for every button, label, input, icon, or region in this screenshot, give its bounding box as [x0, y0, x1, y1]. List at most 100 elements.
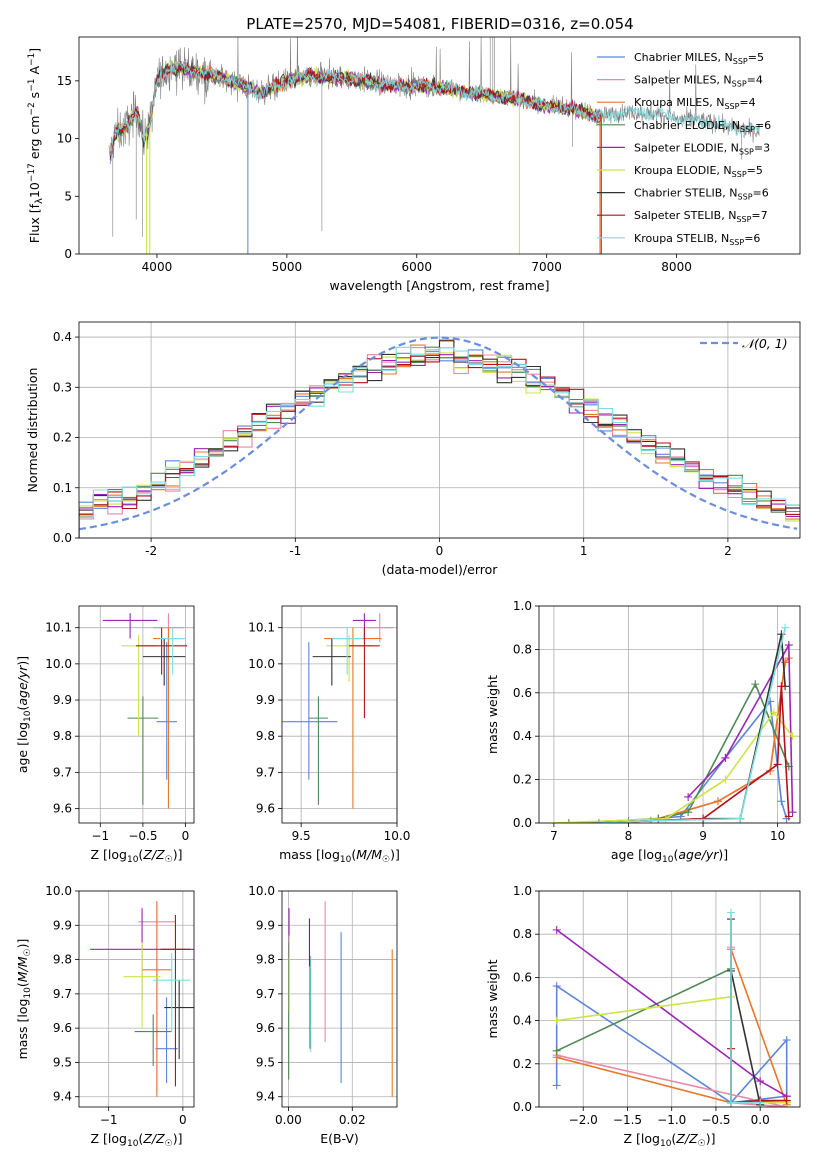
- weight_vs_Z-xlabel-part: Z/Z: [675, 1131, 698, 1146]
- errorbar-salpeter-elodie: [102, 613, 158, 639]
- weight-vs-age-marker: [699, 814, 708, 823]
- weight-vs-z-marker: [552, 982, 561, 991]
- residuals-ylabel-part: Normed distribution: [25, 368, 40, 493]
- legend-label-n: =6: [755, 119, 771, 132]
- weight-vs-age-marker: [773, 760, 782, 769]
- weight_vs_age-xlabel-part: age [log: [611, 847, 662, 862]
- legend-label-text: Kroupa MILES, N: [634, 96, 724, 109]
- weight-vs-age-marker: [777, 797, 786, 806]
- legend-label-sub: SSP: [724, 102, 739, 111]
- legend-label-salpeter-miles: Salpeter MILES, NSSP=4: [634, 74, 763, 89]
- legend-label-n: =3: [754, 141, 770, 154]
- age_vs_Z-xtick-label: −1: [91, 829, 109, 843]
- weight_vs_Z-axes: −2.0 −1.5 −1.0 −0.5 0.0 0.0 0.2 0.4 0.6 0.8 1.0 Z […: [485, 884, 801, 1149]
- figure-title: PLATE=2570, MJD=54081, FIBERID=0316, z=0…: [246, 15, 633, 33]
- weight-vs-z-marker: [726, 1098, 735, 1107]
- legend-label-n: =4: [739, 96, 755, 109]
- weight-vs-age-marker: [684, 792, 693, 801]
- mass_vs_Z-plot-area: [90, 901, 194, 1097]
- mass_vs_Z-frame: [78, 890, 195, 1108]
- weight-vs-age-series-chabrier-miles: [628, 699, 788, 822]
- spectrum-xtick-label: 6000: [401, 260, 432, 274]
- weight_vs_Z-plot-area: [552, 908, 791, 1107]
- legend-label-sub: SSP: [732, 170, 747, 179]
- errorbar-kroupa-elodie: [326, 634, 373, 682]
- spectrum-ylabel-part: ]: [27, 48, 42, 53]
- age_vs_mass-xlabel-part: mass [log: [279, 847, 340, 862]
- weight-vs-age-series-chabrier-stelib: [598, 634, 786, 823]
- weight-vs-age-marker: [781, 623, 790, 632]
- residuals-plot-area: [79, 336, 800, 538]
- weight_vs_Z-ytick-label: 0.8: [513, 927, 532, 941]
- legend-label-kroupa-miles: Kroupa MILES, NSSP=4: [634, 96, 756, 111]
- weight_vs_age-frame: [538, 605, 801, 824]
- errorbar-chabrier-miles: [282, 642, 338, 780]
- age_vs_Z-xlabel-part: )]: [173, 847, 183, 862]
- errorbar-chabrier-stelib: [142, 638, 186, 686]
- age_vs_mass-ytick-label: 9.7: [256, 765, 275, 779]
- weight_vs_Z-xlabel-part: )]: [706, 1131, 716, 1146]
- weight_vs_age-ylabel-part: mass weight: [485, 675, 500, 754]
- weight_vs_Z-xlabel: Z [log10(Z/Z☉)]: [624, 1131, 716, 1149]
- mass_vs_Z-ytick-label: 9.5: [53, 1055, 72, 1069]
- spectrum-ylabel-part: −17: [27, 163, 37, 182]
- weight_vs_age-ytick-label: 0.2: [513, 773, 532, 787]
- mass_vs_Z-ytick-label: 9.9: [53, 918, 72, 932]
- weight-vs-age-marker: [549, 819, 558, 823]
- weight-vs-age-marker: [721, 775, 730, 784]
- mass_vs_Z-xlabel-part: 10: [127, 1139, 139, 1149]
- errorbar-chabrier-stelib: [164, 980, 194, 1059]
- residuals-xtick-label: 1: [580, 544, 588, 558]
- weight_vs_age-xtick-label: 8: [625, 829, 633, 843]
- mass_vs_EBV-axes: 0.00 0.02 9.4 9.5 9.6 9.7 9.8 9.9 10.0 E(B-V): [248, 884, 398, 1146]
- errorbar-kroupa-miles: [142, 901, 172, 1097]
- errorbar-chabrier-miles: [155, 997, 178, 1083]
- legend-label-n: =6: [744, 232, 760, 245]
- weight_vs_Z-xtick-label: −0.5: [701, 1113, 730, 1127]
- age_vs_Z-xlabel-part: (: [138, 847, 143, 862]
- age_vs_Z-ytick-label: 9.8: [53, 729, 72, 743]
- age_vs_Z-ytick-label: 10.1: [45, 621, 72, 635]
- spectrum-ylabel-part: s: [27, 92, 42, 103]
- legend-label-text: Kroupa STELIB, N: [634, 232, 729, 245]
- mass_vs_Z-ytick-label: 9.8: [53, 953, 72, 967]
- mass_vs_Z-ylabel-part: 10: [23, 987, 33, 999]
- age_vs_mass-frame: [281, 605, 398, 824]
- age_vs_mass-ytick-label: 10.0: [248, 657, 275, 671]
- weight_vs_age-ytick-label: 0.0: [513, 816, 532, 830]
- age_vs_Z-ylabel-part: (: [15, 706, 30, 711]
- weight-vs-z-marker: [782, 1036, 791, 1045]
- weight_vs_age-xlabel-part: (: [673, 847, 678, 862]
- weight_vs_Z-xtick-label: −1.0: [657, 1113, 686, 1127]
- mass_vs_Z-ytick-label: 10.0: [45, 884, 72, 898]
- mass_vs_Z-xlabel-part: )]: [173, 1131, 183, 1146]
- weight-vs-age-marker: [646, 816, 655, 823]
- weight-vs-z-marker: [756, 1077, 765, 1086]
- spectrum-xtick-label: 7000: [531, 260, 562, 274]
- age_vs_Z-xtick-label: 0: [182, 829, 190, 843]
- weight-vs-age-series-kroupa-stelib: [598, 627, 786, 823]
- age_vs_Z-ytick-label: 9.6: [53, 802, 72, 816]
- residuals-ylabel: Normed distribution: [25, 368, 40, 493]
- legend-label-n: =6: [753, 187, 769, 200]
- mass_vs_EBV-ytick-label: 9.7: [256, 987, 275, 1001]
- weight-vs-z-marker: [552, 1046, 561, 1055]
- residuals-axes: -2 -1 0 1 2 0.0 0.1 0.2 0.3 0.4 (data-model)/error…: [25, 321, 801, 577]
- spectrum-axes: 4000 5000 6000 7000 8000 0 5 10 15 wavelength [An…: [27, 36, 801, 293]
- residuals-xlabel-part: (data-model)/error: [382, 562, 499, 577]
- age_vs_Z-xlabel-part: 10: [127, 855, 139, 865]
- weight-vs-age-marker: [788, 808, 797, 817]
- mass_vs_Z-xlabel-part: ☉: [165, 1139, 173, 1149]
- weight_vs_Z-ylabel-part: mass weight: [485, 959, 500, 1038]
- age_vs_mass-ytick-label: 10.1: [248, 621, 275, 635]
- weight_vs_age-xlabel-part: age/yr: [678, 847, 719, 862]
- errorbar-salpeter-stelib: [136, 627, 188, 675]
- legend-label-text: Salpeter STELIB, N: [634, 209, 736, 222]
- mass_vs_Z-xlabel-part: Z/Z: [142, 1131, 165, 1146]
- mass_vs_Z-ylabel-part: )]: [15, 939, 30, 949]
- legend-label-salpeter-stelib: Salpeter STELIB, NSSP=7: [634, 209, 768, 224]
- mass_vs_EBV-plot-area: [288, 901, 393, 1097]
- spectrum-xtick-label: 4000: [142, 260, 173, 274]
- spectrum-xtick-label: 8000: [661, 260, 692, 274]
